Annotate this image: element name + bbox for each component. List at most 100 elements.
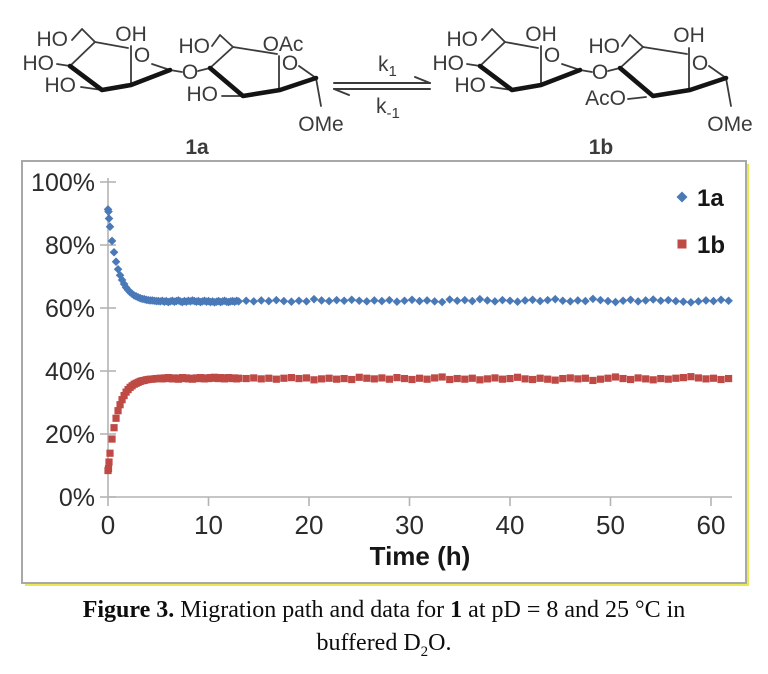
- caption-text: at pD = 8 and 25 °C in: [462, 597, 686, 623]
- data-point-1a: [618, 296, 628, 306]
- data-point-1a: [437, 297, 447, 307]
- data-point-1b: [581, 374, 589, 382]
- data-point-1a: [302, 297, 311, 306]
- data-point-1a: [505, 296, 515, 306]
- label-ome: OMe: [707, 113, 753, 136]
- y-tick-label: 20%: [45, 421, 95, 449]
- data-point-1b: [724, 374, 733, 383]
- x-tick-label: 30: [395, 510, 424, 540]
- data-point-1b: [709, 374, 718, 382]
- data-point-1a: [105, 222, 115, 232]
- data-point-1a: [694, 297, 703, 306]
- data-point-1b: [235, 374, 243, 382]
- data-point-1a: [483, 296, 492, 305]
- x-tick-label: 50: [596, 510, 625, 540]
- data-point-1a: [111, 257, 121, 266]
- data-point-1a: [109, 247, 119, 257]
- data-point-1b: [642, 375, 650, 383]
- data-point-1a: [392, 297, 402, 306]
- rate-constant-forward: k1: [378, 53, 397, 80]
- data-point-1a: [596, 295, 605, 305]
- label-glycosidic-o: O: [182, 61, 198, 84]
- data-point-1b: [672, 374, 680, 382]
- caption-compound-ref: 1: [450, 597, 463, 623]
- data-point-1b: [112, 414, 120, 422]
- data-point-1b: [105, 458, 113, 466]
- data-point-1b: [393, 374, 401, 382]
- data-point-1a: [422, 296, 432, 305]
- label-oh: OH: [115, 23, 147, 46]
- molecule-1b: HO OH HO HO O O HO OH AcO O OMe 1b: [433, 23, 753, 159]
- data-point-1a: [581, 296, 590, 306]
- data-point-1b: [250, 374, 258, 382]
- kinetics-chart: 0% 20% 40% 60% 80% 100% 0 10 20 30 40 50 60 Time (h) 1…: [31, 169, 733, 571]
- data-point-1b: [664, 375, 672, 383]
- data-point-1a: [264, 296, 274, 306]
- data-point-1b: [310, 376, 318, 384]
- data-point-1b: [596, 375, 605, 383]
- data-point-1a: [709, 296, 718, 306]
- data-point-1a: [117, 275, 127, 285]
- data-point-1a: [104, 214, 114, 223]
- data-point-1b: [333, 375, 341, 383]
- label-ho: HO: [447, 28, 479, 51]
- data-point-1b: [679, 374, 687, 382]
- data-point-1b: [108, 435, 116, 443]
- data-point-1b: [438, 373, 446, 381]
- label-ho: HO: [23, 52, 55, 75]
- data-point-1a: [317, 296, 326, 305]
- reaction-scheme: HO OH HO HO O O HO HO OAc O OMe 1a k1 k-…: [23, 23, 753, 159]
- data-point-1a: [528, 295, 537, 305]
- data-point-1b: [559, 374, 567, 383]
- data-point-1b: [483, 375, 491, 383]
- label-ho: HO: [179, 35, 211, 58]
- data-point-1a: [724, 296, 733, 306]
- data-point-1a: [354, 296, 364, 306]
- data-point-1b: [506, 374, 514, 383]
- data-point-1b: [280, 374, 288, 382]
- data-point-1b: [468, 374, 476, 382]
- data-point-1b: [619, 374, 627, 383]
- data-point-1b: [106, 449, 114, 457]
- rate-constant-reverse: k-1: [376, 95, 400, 122]
- data-point-1a: [332, 295, 341, 305]
- data-point-1a: [279, 296, 289, 306]
- data-point-1a: [641, 296, 650, 305]
- data-point-1b: [114, 407, 122, 415]
- caption-text: buffered D: [316, 630, 421, 656]
- data-point-1a: [573, 296, 583, 305]
- x-tick-label: 40: [496, 510, 525, 540]
- data-point-1a: [603, 296, 613, 306]
- data-point-1a: [701, 296, 711, 305]
- data-point-1a: [339, 296, 349, 306]
- data-point-1b: [408, 375, 416, 384]
- data-point-1a: [648, 295, 658, 304]
- data-point-1b: [302, 374, 311, 382]
- x-tick-label: 0: [101, 510, 115, 540]
- data-point-1a: [468, 296, 477, 306]
- data-point-1b: [536, 374, 544, 382]
- data-point-1a: [663, 295, 673, 305]
- data-point-1a: [272, 295, 281, 305]
- data-point-1b: [513, 373, 522, 381]
- compound-1b-name: 1b: [589, 136, 614, 159]
- data-point-1a: [543, 295, 552, 305]
- data-point-1b: [118, 396, 126, 404]
- data-point-1a: [671, 296, 681, 306]
- data-point-1b: [287, 374, 296, 382]
- data-point-1a: [475, 294, 485, 304]
- data-point-1a: [415, 296, 424, 306]
- data-point-1b: [423, 375, 431, 383]
- legend-marker-1b: [677, 239, 687, 249]
- data-point-1a: [550, 294, 560, 304]
- data-point-1b: [295, 374, 303, 383]
- data-point-1b: [702, 375, 710, 383]
- label-ring-o: O: [544, 44, 560, 67]
- label-glycosidic-o: O: [592, 61, 608, 84]
- data-point-1b: [544, 375, 552, 383]
- data-point-1b: [272, 375, 280, 383]
- data-point-1a: [588, 294, 598, 304]
- data-point-1b: [657, 374, 665, 383]
- data-point-1a: [558, 296, 568, 306]
